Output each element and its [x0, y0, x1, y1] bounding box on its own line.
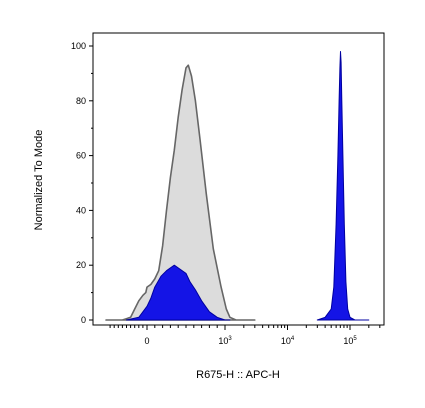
plot-frame	[92, 32, 385, 326]
x-tick-label: 0	[144, 336, 149, 346]
x-axis-title: R675-H :: APC-H	[196, 369, 280, 381]
y-tick-label: 40	[76, 205, 86, 215]
x-tick-label: 104	[281, 336, 295, 346]
y-tick-label: 80	[76, 96, 86, 106]
y-tick-label: 20	[76, 260, 86, 270]
histogram-series-2	[126, 264, 231, 321]
y-axis-title: Normalized To Mode	[33, 130, 45, 231]
y-tick-label: 0	[81, 315, 86, 325]
y-tick-label: 100	[71, 41, 86, 51]
x-tick-label: 103	[218, 336, 232, 346]
histogram-series-3	[316, 51, 370, 321]
histogram-series-1	[105, 64, 256, 321]
series-layer	[105, 51, 370, 321]
axis-layer: 0 20 40 60 80 100 0 103 104 105	[71, 41, 381, 346]
x-tick-label: 105	[343, 336, 357, 346]
y-tick-label: 60	[76, 151, 86, 161]
